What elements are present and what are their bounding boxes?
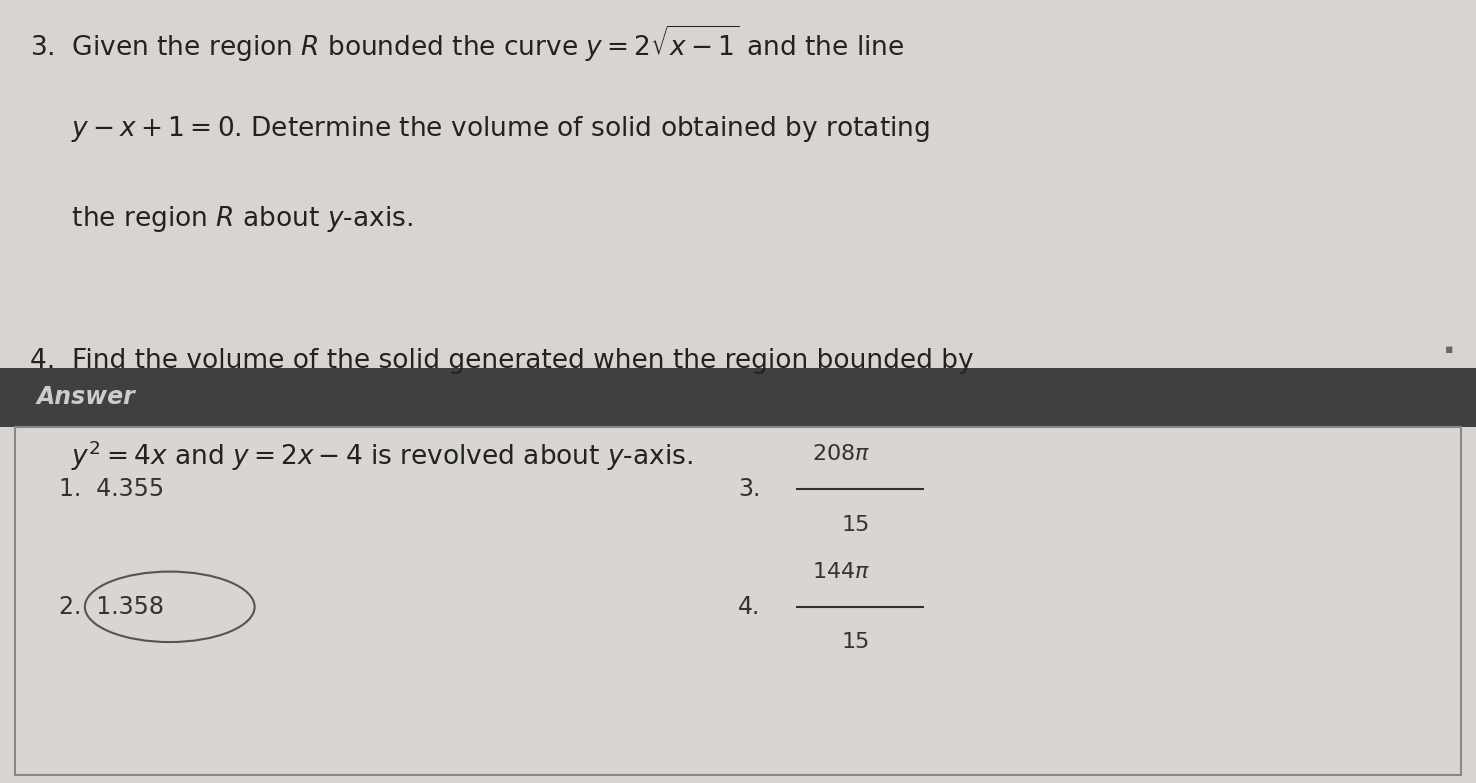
Text: 15: 15 — [841, 632, 869, 652]
Text: 4.  Find the volume of the solid generated when the region bounded by: 4. Find the volume of the solid generate… — [30, 348, 973, 374]
FancyBboxPatch shape — [0, 368, 1476, 427]
Text: 2.  1.358: 2. 1.358 — [59, 595, 164, 619]
FancyBboxPatch shape — [15, 427, 1461, 775]
Text: $y - x + 1 = 0$. Determine the volume of solid obtained by rotating: $y - x + 1 = 0$. Determine the volume of… — [30, 114, 930, 143]
Text: 4.: 4. — [738, 595, 760, 619]
Text: 15: 15 — [841, 514, 869, 535]
Text: 3.  Given the region $R$ bounded the curve $y = 2\sqrt{x-1}$ and the line: 3. Given the region $R$ bounded the curv… — [30, 23, 903, 64]
Text: $y^2 = 4x$ and $y = 2x - 4$ is revolved about $y$-axis.: $y^2 = 4x$ and $y = 2x - 4$ is revolved … — [30, 438, 692, 473]
Text: 1.  4.355: 1. 4.355 — [59, 478, 164, 501]
Text: 208$\pi$: 208$\pi$ — [812, 444, 869, 464]
Text: 144$\pi$: 144$\pi$ — [812, 561, 869, 582]
Text: 3.: 3. — [738, 478, 760, 501]
Text: Answer: Answer — [37, 385, 136, 410]
Text: ▪: ▪ — [1445, 343, 1454, 356]
Text: the region $R$ about $y$-axis.: the region $R$ about $y$-axis. — [30, 204, 412, 233]
FancyBboxPatch shape — [0, 0, 1476, 368]
